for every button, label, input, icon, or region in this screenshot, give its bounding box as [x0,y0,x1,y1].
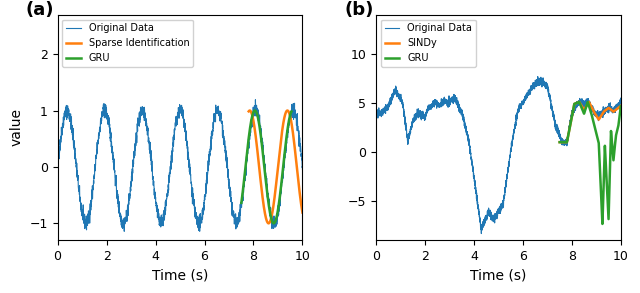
GRU [604,211,612,214]
Line: Original Data: Original Data [58,100,303,231]
Original Data [292,113,300,116]
Original Data [120,229,128,233]
X-axis label: Time (s): Time (s) [152,269,208,282]
Original Data [415,112,422,115]
SINDy [568,117,575,121]
Line: Original Data: Original Data [376,76,621,234]
Original Data [246,126,254,130]
Original Data [400,109,408,112]
GRU [617,105,625,108]
SINDy [556,140,563,144]
Sparse Identification [245,110,253,113]
Sparse Identification [250,122,258,126]
GRU [583,102,591,106]
Original Data [67,117,74,121]
SINDy [576,101,584,105]
SINDy [617,104,625,108]
Sparse Identification [299,211,307,214]
Original Data [477,232,485,235]
Line: GRU: GRU [559,102,621,224]
Sparse Identification [295,185,303,188]
Line: SINDy: SINDy [559,102,621,142]
GRU [281,152,289,155]
GRU [595,141,602,144]
Original Data [534,75,541,78]
GRU [257,136,265,139]
GRU [237,201,245,205]
Text: (a): (a) [26,1,54,19]
GRU [575,100,583,104]
SINDy [575,100,583,104]
Text: (b): (b) [344,1,374,19]
Original Data [54,163,61,167]
Legend: Original Data, SINDy, GRU: Original Data, SINDy, GRU [381,20,476,67]
SINDy [591,113,599,116]
Original Data [477,224,484,227]
X-axis label: Time (s): Time (s) [470,269,527,282]
GRU [598,222,606,226]
Original Data [299,168,307,171]
GRU [259,145,266,149]
Sparse Identification [292,159,300,162]
Line: GRU: GRU [241,110,291,223]
SINDy [604,106,612,110]
Original Data [166,165,174,168]
Original Data [617,103,625,107]
Sparse Identification [265,222,273,225]
SINDy [595,118,602,121]
GRU [556,140,563,144]
Original Data [292,115,300,118]
GRU [247,122,255,126]
GRU [576,102,584,106]
GRU [239,192,246,195]
Original Data [252,98,259,101]
GRU [281,151,289,154]
GRU [287,110,295,113]
GRU [591,128,599,132]
Sparse Identification [264,221,271,224]
Sparse Identification [284,109,291,112]
GRU [251,109,259,112]
Original Data [612,106,620,109]
Original Data [466,144,474,148]
Original Data [586,103,594,106]
SINDy [583,103,591,107]
GRU [568,117,575,121]
Sparse Identification [264,220,271,224]
Line: Sparse Identification: Sparse Identification [249,110,303,223]
Legend: Original Data, Sparse Identification, GRU: Original Data, Sparse Identification, GR… [63,20,193,67]
Sparse Identification [253,141,260,145]
Original Data [372,112,380,116]
GRU [270,222,278,225]
Y-axis label: value: value [10,108,24,146]
Original Data [173,119,180,122]
